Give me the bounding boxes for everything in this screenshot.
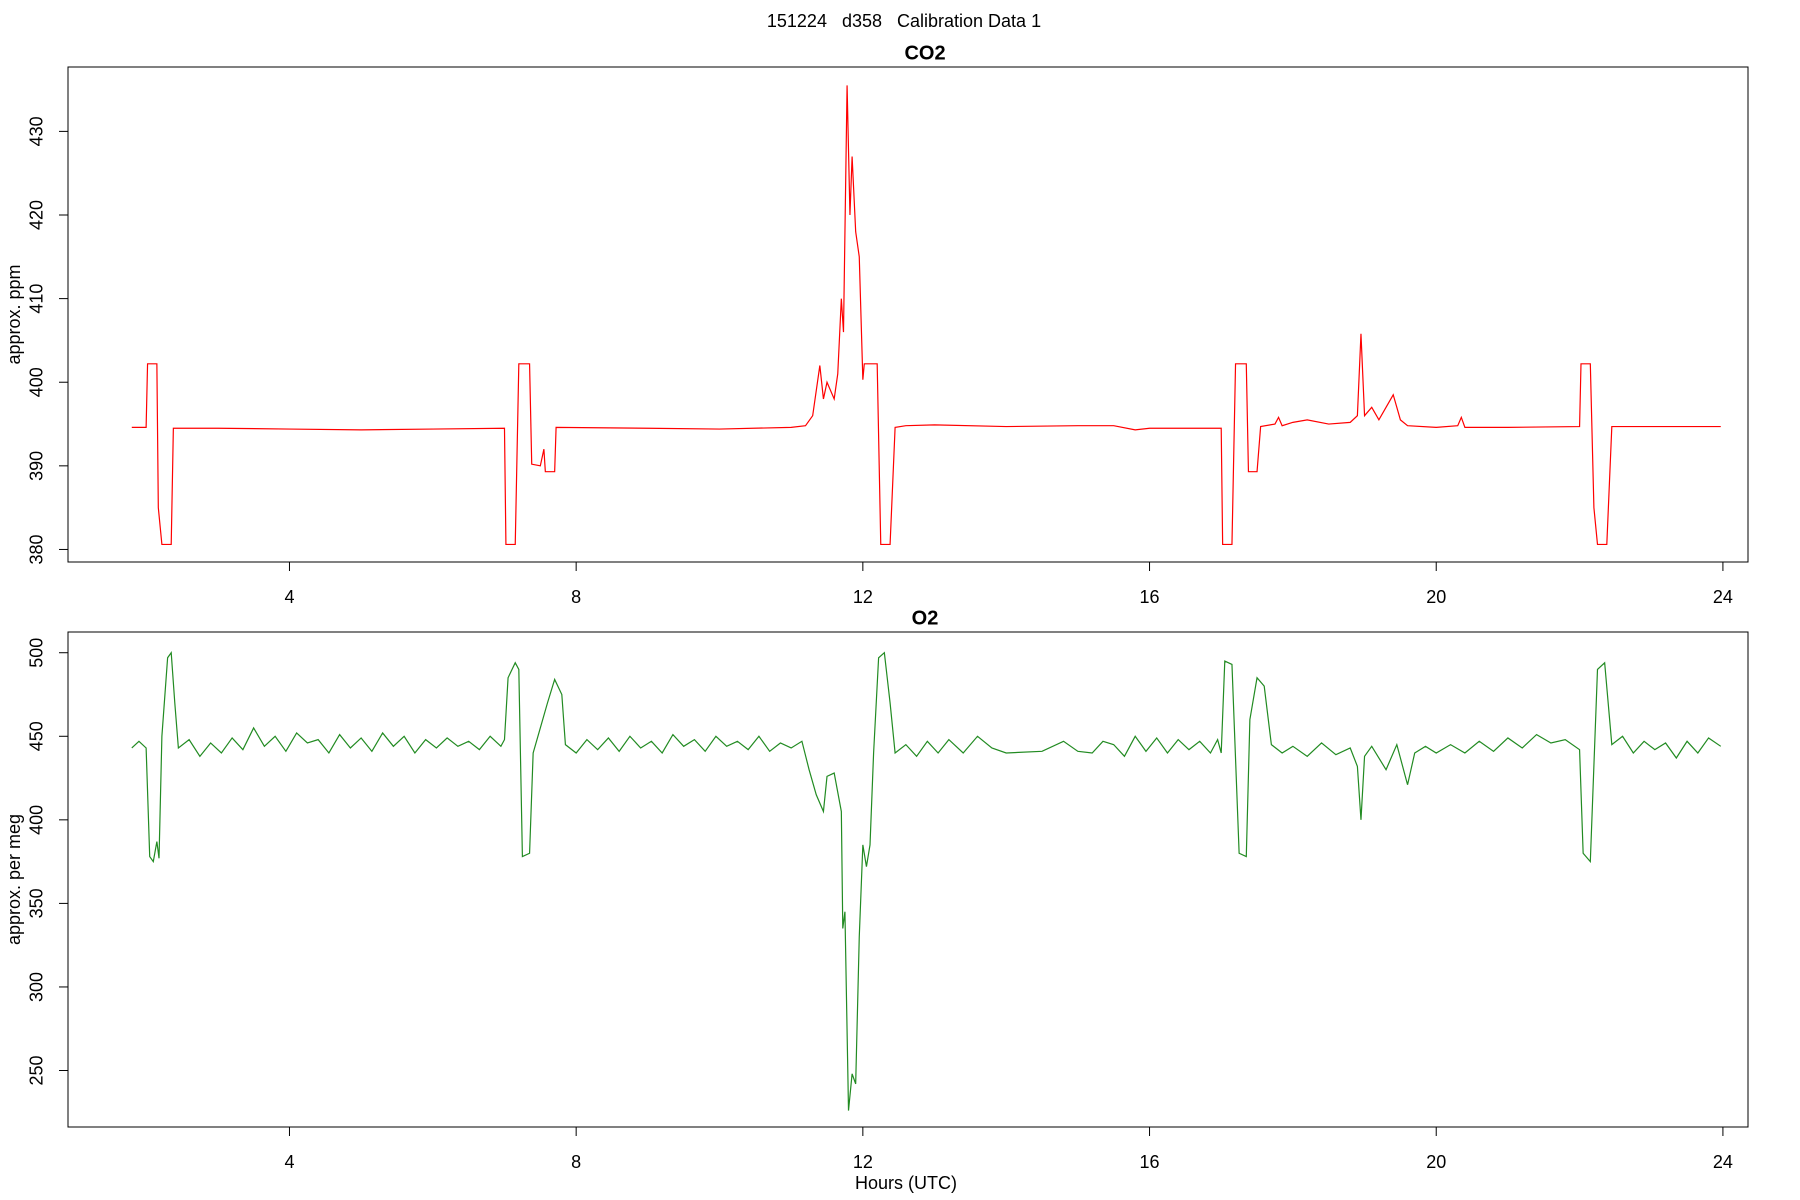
y-tick-label: 410 (27, 284, 47, 314)
x-tick-label: 12 (853, 587, 873, 607)
y-tick-label: 400 (27, 367, 47, 397)
x-tick-label: 24 (1713, 1152, 1733, 1172)
x-axis-label: Hours (UTC) (855, 1173, 957, 1193)
y-tick-label: 380 (27, 534, 47, 564)
y-tick-label: 300 (27, 972, 47, 1002)
y-axis-label: approx. ppm (4, 264, 24, 364)
x-tick-label: 16 (1140, 1152, 1160, 1172)
y-tick-label: 250 (27, 1055, 47, 1085)
x-tick-label: 20 (1426, 587, 1446, 607)
x-tick-label: 4 (284, 587, 294, 607)
x-tick-label: 12 (853, 1152, 873, 1172)
plot-frame (67, 66, 1749, 563)
x-tick-label: 8 (571, 1152, 581, 1172)
y-tick-label: 400 (27, 805, 47, 835)
y-tick-label: 420 (27, 200, 47, 230)
y-tick-label: 350 (27, 888, 47, 918)
panel-title: CO2 (904, 42, 945, 64)
x-tick-label: 16 (1140, 587, 1160, 607)
x-tick-label: 20 (1426, 1152, 1446, 1172)
y-tick-label: 430 (27, 116, 47, 146)
y-axis-label: approx. per meg (4, 814, 24, 945)
y-tick-label: 500 (27, 638, 47, 668)
data-line (131, 85, 1721, 546)
y-tick-label: 450 (27, 721, 47, 751)
panel-title: O2 (912, 607, 939, 629)
figure-title: 151224 d358 Calibration Data 1 (767, 11, 1041, 31)
plot-frame (67, 631, 1749, 1128)
y-tick-label: 390 (27, 451, 47, 481)
x-tick-label: 24 (1713, 587, 1733, 607)
x-tick-label: 8 (571, 587, 581, 607)
data-line (131, 651, 1722, 1111)
x-tick-label: 4 (284, 1152, 294, 1172)
